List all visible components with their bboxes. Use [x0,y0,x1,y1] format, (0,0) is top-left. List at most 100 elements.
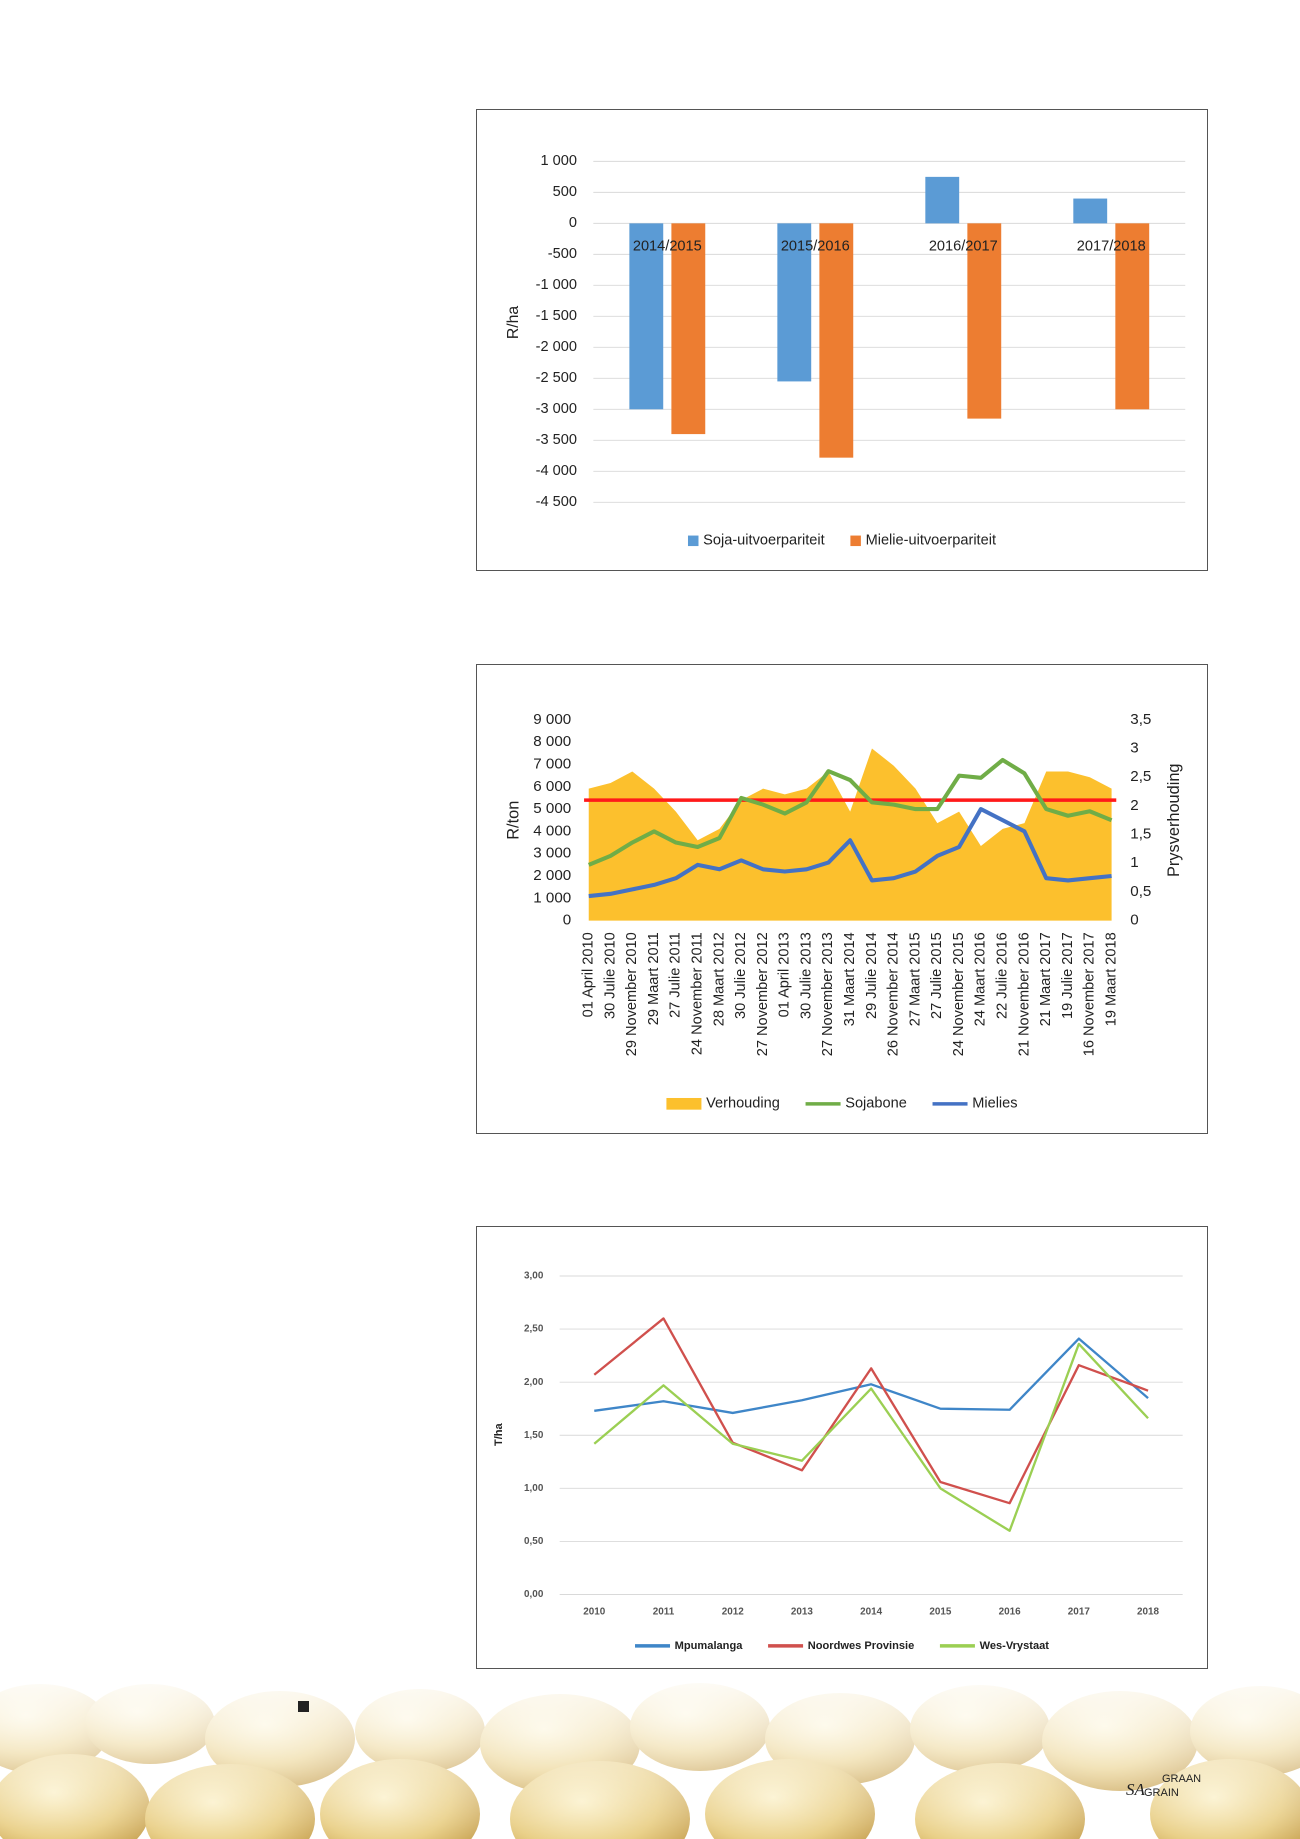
y-tick-label: -2 500 [536,370,577,386]
y-tick-label: 1 000 [540,153,576,169]
y-tick-label: -500 [548,246,577,262]
chart: -4 500 -4 000 -3 500 -3 000 -2 500 -2 000 -1 5… [505,153,1186,549]
y-tick-label: 3 000 [533,845,571,862]
chart: 0,00 0,50 1,00 1,50 2,00 2,50 3,00 T/ha 2010 2011… [493,1271,1183,1652]
logo-sa: SA [1126,1780,1146,1799]
x-tick-label: 30 Julie 2010 [602,932,618,1019]
x-tick-label: 01 April 2010 [581,932,597,1017]
legend: Verhouding Sojabone Mielies [666,1096,1018,1112]
y2-tick-label: 3,5 [1130,711,1151,728]
y-tick-label: -2 000 [536,339,577,355]
y-tick-label: 8 000 [533,733,571,750]
legend-marker [850,535,861,547]
x-tick-label: 21 November 2016 [1016,932,1032,1056]
y-tick-label: 0,50 [524,1536,544,1547]
legend-marker [666,1097,702,1110]
y2-tick-label: 1,5 [1130,826,1151,843]
legend-label: Verhouding [706,1096,780,1112]
y-tick-label: 2,50 [524,1324,544,1335]
x-tick-label: 27 Julie 2011 [668,932,684,1018]
bar [777,223,812,382]
logo-top: GRAAN [1162,1773,1201,1785]
legend-label: Mielies [972,1096,1017,1112]
legend-label: Sojabone [845,1096,907,1112]
chart: 0 1 000 2 000 3 000 4 000 5 000 6 000 7 000 8 00… [504,711,1183,1112]
x-tick-label: 30 Julie 2013 [798,932,814,1019]
chart-box: 0,00 0,50 1,00 1,50 2,00 2,50 3,00 T/ha 2010 2011… [476,1226,1208,1669]
y-tick-label: -4 000 [536,463,577,479]
x-tick-label: 2011 [653,1607,675,1618]
x-tick-label: 24 November 2011 [690,932,706,1055]
y-tick-label: 1,00 [524,1483,544,1494]
y-tick-label: -3 500 [536,432,577,448]
x-tick-label: 19 Maart 2018 [1103,932,1119,1026]
x-tick-label: 2012 [722,1607,745,1618]
category-label: 2015/2016 [781,239,850,255]
line [594,1337,1149,1415]
y-tick-label: 6 000 [533,778,571,795]
x-tick-label: 24 Maart 2016 [973,932,989,1026]
y2-axis-title: Prysverhouding [1165,763,1183,876]
y-tick-label: -1 000 [536,277,577,293]
y2-tick-label: 0,5 [1130,883,1151,900]
x-tick-label: 31 Maart 2014 [842,932,858,1026]
bean-background: GRAAN SA GRAIN [0,1669,1300,1839]
y-tick-label: 2,00 [524,1377,544,1388]
logo-bottom: GRAIN [1144,1787,1179,1799]
x-tick-label: 2017 [1068,1607,1091,1618]
y-tick-label: 1,50 [524,1430,544,1441]
legend-label: Mielie-uitvoerpariteit [866,533,996,549]
y2-tick-label: 2,5 [1130,768,1151,785]
area [588,748,1112,921]
x-tick-label: 27 Maart 2015 [907,932,923,1026]
x-tick-label: 29 November 2010 [624,932,640,1056]
x-tick-label: 2016 [999,1607,1022,1618]
bullet-square [298,1701,309,1712]
y-tick-label: 2 000 [533,867,571,884]
line [593,1317,1149,1505]
y2-tick-label: 3 [1130,740,1138,757]
x-tick-label: 01 April 2013 [777,932,793,1017]
y2-tick-label: 1 [1130,854,1138,871]
legend: Soja-uitvoerpariteit Mielie-uitvoerparite… [687,533,996,549]
line [593,1342,1149,1532]
y-tick-label: 3,00 [524,1271,544,1282]
legend: Mpumalanga Noordwes Provinsie Wes-Vrystaat [635,1640,1049,1652]
legend-label: Soja-uitvoerpariteit [703,533,825,549]
legend-marker [687,535,699,547]
bar [671,223,706,435]
y-axis-title: R/ha [505,306,522,340]
y-tick-label: 1 000 [533,889,571,906]
y-tick-label: 9 000 [533,711,571,728]
x-tick-label: 28 Maart 2012 [711,932,727,1026]
y-tick-label: 500 [553,184,577,200]
y-tick-label: 7 000 [533,755,571,772]
y-tick-label: 0 [569,215,577,231]
x-tick-label: 22 Julie 2016 [995,932,1011,1019]
x-tick-label: 24 November 2015 [951,932,967,1056]
x-tick-label: 2010 [583,1607,606,1618]
y-tick-label: 0,00 [524,1589,544,1600]
line [587,757,1113,867]
x-tick-label: 27 November 2012 [755,932,771,1056]
y-tick-label: -4 500 [536,494,577,510]
bar [1115,223,1150,410]
chart-box: -4 500 -4 000 -3 500 -3 000 -2 500 -2 000 -1 5… [476,109,1208,571]
legend-label: Noordwes Provinsie [808,1640,915,1652]
y2-tick-label: 0 [1130,912,1138,929]
x-tick-label: 2015 [929,1607,952,1618]
x-tick-label: 2018 [1137,1607,1160,1618]
y-axis-title: T/ha [493,1422,505,1446]
y-tick-label: 4 000 [533,822,571,839]
x-tick-label: 27 Julie 2015 [929,932,945,1019]
y-tick-label: 5 000 [533,800,571,817]
bar [925,176,960,224]
category-label: 2014/2015 [633,239,702,255]
y-tick-label: 0 [563,912,571,929]
x-tick-label: 29 Maart 2011 [646,932,662,1025]
y-tick-label: -3 000 [536,401,577,417]
x-tick-label: 26 November 2014 [886,932,902,1056]
x-tick-label: 27 November 2013 [820,932,836,1056]
x-tick-label: 19 Julie 2017 [1060,932,1076,1019]
